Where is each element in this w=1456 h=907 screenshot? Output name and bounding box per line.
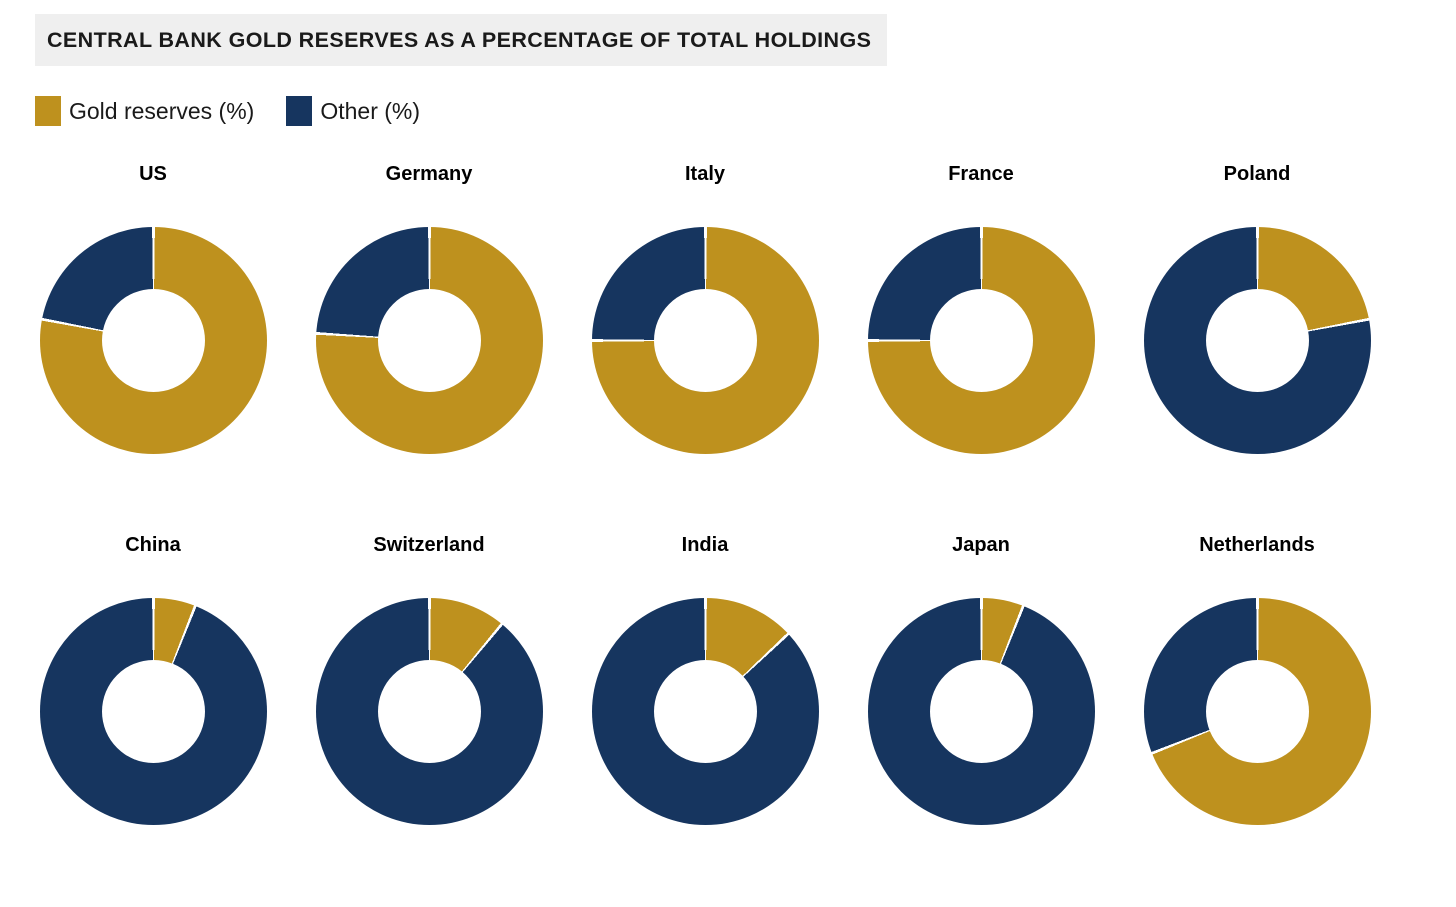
country-label: China	[125, 534, 181, 556]
donut-cell-italy: Italy	[567, 161, 843, 454]
country-label: India	[681, 534, 729, 556]
country-label: US	[139, 163, 167, 185]
donut-chart-china	[39, 598, 267, 825]
donut-chart-switzerland	[315, 598, 543, 825]
donut-chart-japan	[867, 598, 1095, 825]
chart-title-bar: CENTRAL BANK GOLD RESERVES AS A PERCENTA…	[35, 14, 888, 66]
donut-row-1: US Germany Italy France Poland	[0, 161, 1456, 454]
donut-chart-france	[867, 227, 1095, 454]
legend-label-gold: Gold reserves (%)	[69, 97, 255, 124]
donut-cell-netherlands: Netherlands	[1119, 532, 1395, 825]
donut-cell-japan: Japan	[843, 532, 1119, 825]
country-label: Germany	[385, 163, 473, 185]
legend-item-other: Other (%)	[286, 96, 420, 126]
donut-cell-france: France	[843, 161, 1119, 454]
country-label: Switzerland	[373, 534, 485, 556]
donut-chart-india	[591, 598, 819, 825]
country-label: Italy	[684, 163, 726, 185]
chart-title: CENTRAL BANK GOLD RESERVES AS A PERCENTA…	[47, 28, 872, 52]
donut-cell-us: US	[15, 161, 291, 454]
legend: Gold reserves (%) Other (%)	[35, 96, 1456, 126]
donut-cell-india: India	[567, 532, 843, 825]
country-label: Netherlands	[1199, 534, 1315, 556]
donut-cell-china: China	[15, 532, 291, 825]
donut-cell-switzerland: Switzerland	[291, 532, 567, 825]
donut-chart-poland	[1143, 227, 1371, 454]
legend-item-gold: Gold reserves (%)	[35, 96, 254, 126]
donut-cell-poland: Poland	[1119, 161, 1395, 454]
gold-swatch-icon	[35, 96, 61, 126]
donut-chart-netherlands	[1143, 598, 1371, 825]
donut-chart-germany	[315, 227, 543, 454]
donut-cell-germany: Germany	[291, 161, 567, 454]
country-label: Japan	[952, 534, 1010, 556]
other-swatch-icon	[286, 96, 313, 126]
donut-row-2: China Switzerland India Japan Netherland…	[0, 532, 1456, 825]
country-label: France	[948, 163, 1014, 185]
donut-chart-us	[39, 227, 267, 454]
donut-chart-italy	[591, 227, 819, 454]
country-label: Poland	[1223, 163, 1291, 185]
legend-label-other: Other (%)	[320, 97, 421, 124]
